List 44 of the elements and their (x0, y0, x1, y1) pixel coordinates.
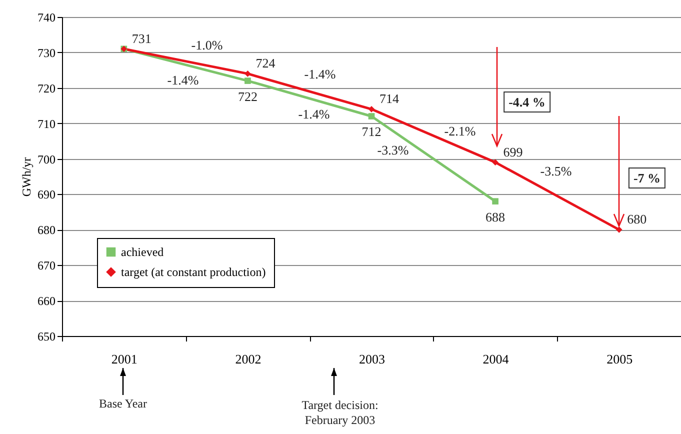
x-tick-label: 2004 (482, 352, 510, 366)
y-tick-label: 660 (38, 294, 56, 308)
data-label: 712 (362, 124, 382, 140)
y-tick-label: 700 (38, 152, 56, 166)
annotation: -4.4 % (504, 92, 550, 112)
y-axis-title: GWh/yr (20, 157, 34, 197)
point (616, 226, 622, 233)
data-label: 699 (503, 144, 523, 160)
annotation: -3.3% (377, 142, 409, 158)
annotation: -1.4% (298, 106, 330, 122)
text: Base Year (99, 396, 147, 412)
y-tick-label: 650 (38, 330, 56, 344)
y-tick-label: 670 (38, 258, 56, 273)
data-label: 714 (380, 91, 400, 106)
annotation: -3.5% (540, 164, 572, 178)
y-tick-label: 730 (38, 46, 56, 60)
point (492, 198, 498, 204)
x-tick-label: 2001 (111, 352, 138, 366)
y-tick-label: 680 (38, 223, 56, 238)
annotation: -2.1% (444, 124, 476, 138)
x-tick-label: 2003 (359, 352, 385, 366)
annotation: -1.4% (167, 72, 199, 88)
data-label: 688 (486, 209, 506, 224)
point (244, 70, 251, 77)
data-label: 680 (627, 212, 647, 227)
annotation: -7 % (628, 168, 666, 188)
x-tick-label: 2005 (606, 352, 633, 366)
point (244, 78, 251, 84)
legend-label: target (at constant production) (121, 265, 266, 279)
y-tick-label: 710 (38, 116, 56, 131)
annotation: -1.4% (304, 66, 336, 82)
data-label: 731 (132, 30, 152, 46)
x-tick-label: 2002 (235, 352, 262, 366)
data-label: 724 (256, 56, 276, 71)
data-label: 722 (238, 88, 258, 104)
point (492, 159, 498, 166)
text: Target decision: February 2003 (300, 398, 380, 428)
y-tick-label: 740 (38, 10, 56, 24)
y-tick-label: 720 (38, 81, 56, 96)
annotation: -1.0% (191, 38, 223, 52)
legend-label: achieved (121, 245, 164, 259)
point (368, 106, 375, 112)
y-tick-label: 690 (38, 188, 56, 202)
point (368, 113, 375, 120)
